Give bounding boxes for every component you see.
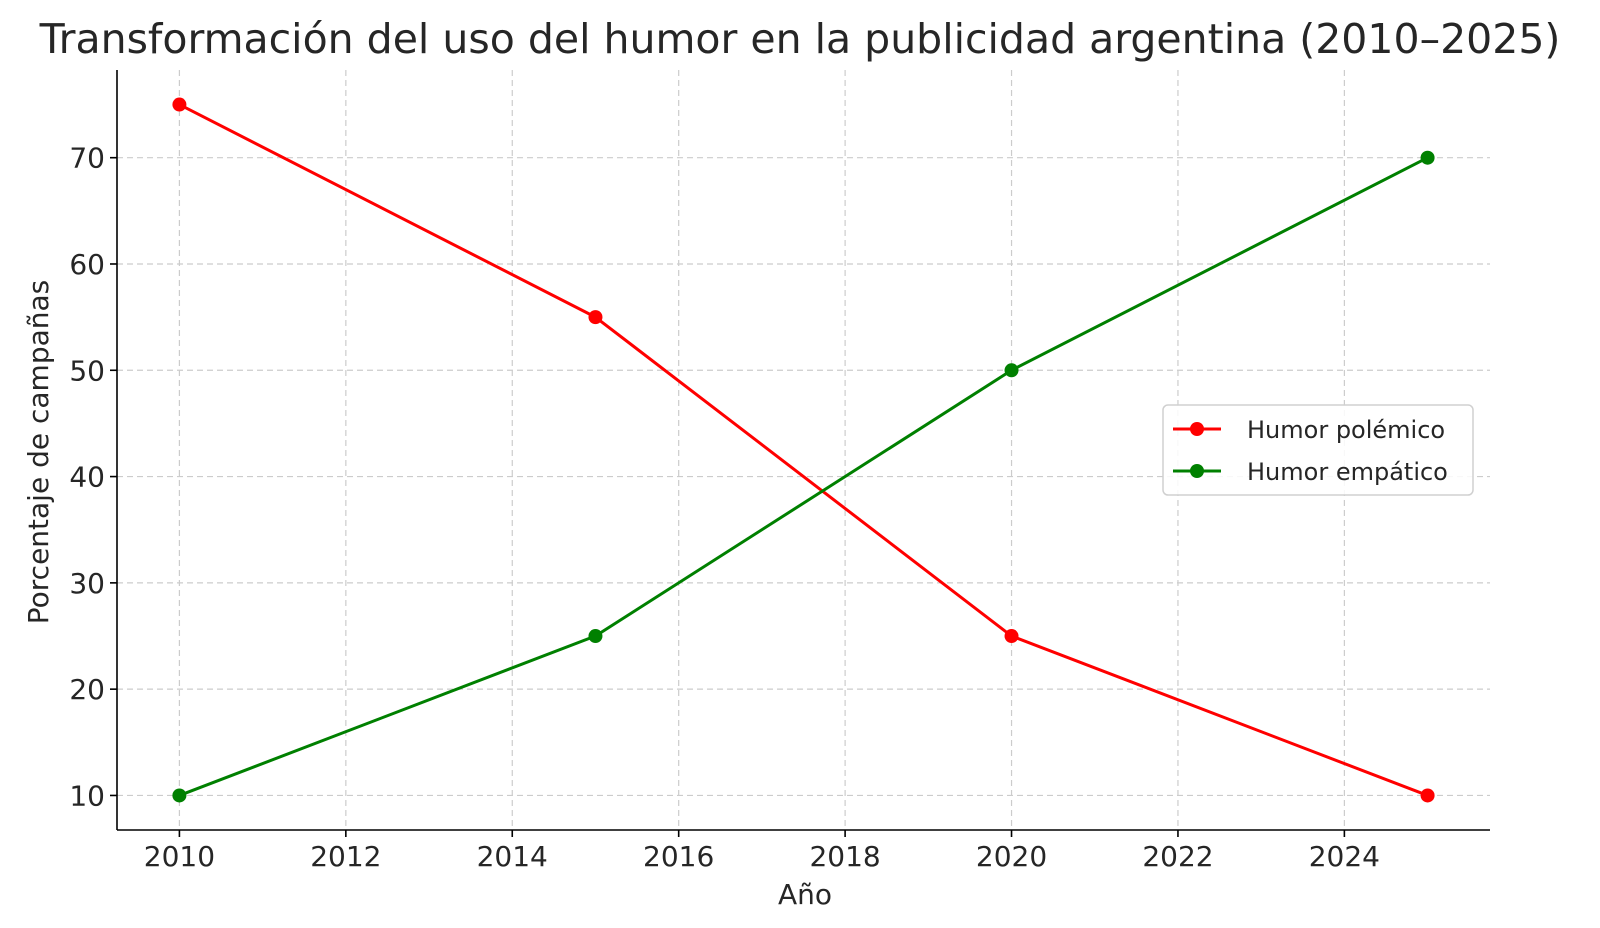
x-tick-label: 2014 <box>477 840 548 873</box>
x-tick-label: 2016 <box>643 840 714 873</box>
data-point <box>588 629 603 644</box>
series-layer <box>172 97 1435 803</box>
x-tick-label: 2020 <box>976 840 1047 873</box>
y-tick-label: 30 <box>69 567 105 600</box>
series-0 <box>172 97 1435 803</box>
chart-title: Transformación del uso del humor en la p… <box>39 15 1561 63</box>
legend-item: Humor empático <box>1173 458 1448 486</box>
legend-box <box>1162 404 1474 496</box>
data-point <box>1004 629 1019 644</box>
x-tick-label: 2024 <box>1309 840 1380 873</box>
y-tick-label: 70 <box>69 142 105 175</box>
series-1 <box>172 150 1435 803</box>
series-line <box>178 103 1429 797</box>
data-point <box>1420 150 1435 165</box>
y-tick-label: 60 <box>69 248 105 281</box>
data-point <box>172 97 187 112</box>
y-tick-label: 20 <box>69 673 105 706</box>
data-point <box>588 310 603 325</box>
legend: Humor polémico Humor empático <box>1162 404 1474 496</box>
data-point <box>1004 363 1019 378</box>
legend-item: Humor polémico <box>1173 416 1445 444</box>
axes: 2010 2012 2014 2016 2018 2020 2022 2024 10 20 30 40… <box>69 70 1490 873</box>
y-tick-label: 40 <box>69 461 105 494</box>
legend-marker <box>1190 464 1204 478</box>
legend-marker <box>1190 422 1204 436</box>
x-tick-label: 2022 <box>1142 840 1213 873</box>
x-tick-label: 2010 <box>144 840 215 873</box>
x-axis-label: Año <box>778 878 832 911</box>
x-tick-label: 2018 <box>809 840 880 873</box>
data-point <box>172 788 187 803</box>
legend-label: Humor polémico <box>1247 416 1445 444</box>
series-line <box>178 156 1429 797</box>
data-point <box>1420 788 1435 803</box>
y-tick-label: 10 <box>69 779 105 812</box>
legend-label: Humor empático <box>1247 458 1448 486</box>
y-tick-label: 50 <box>69 354 105 387</box>
x-tick-label: 2012 <box>310 840 381 873</box>
y-axis-label: Porcentaje de campañas <box>22 280 55 624</box>
